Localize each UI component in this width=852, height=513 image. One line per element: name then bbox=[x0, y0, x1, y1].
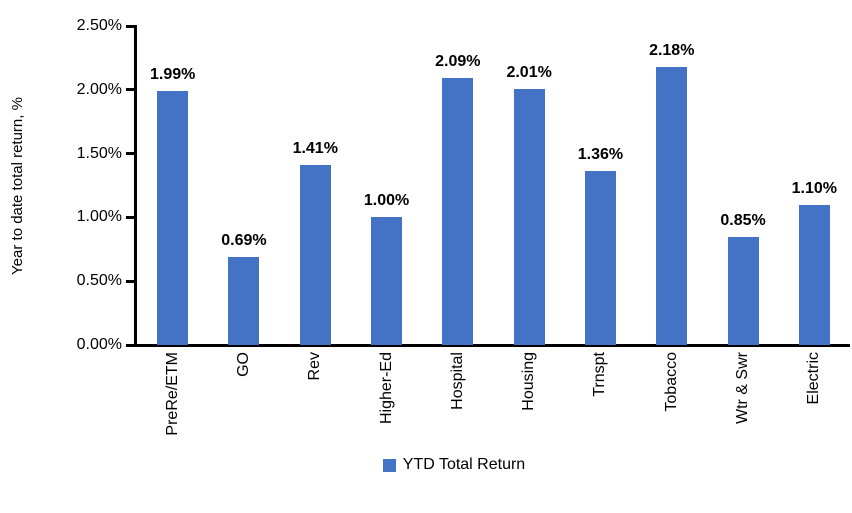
x-category-label: Rev bbox=[306, 352, 324, 381]
y-tick-label: 1.00% bbox=[76, 208, 122, 226]
bar-value-label: 0.69% bbox=[221, 232, 267, 249]
bar-value-label: 2.01% bbox=[506, 64, 552, 81]
x-category-label: GO bbox=[234, 352, 252, 377]
bar-tobacco bbox=[656, 67, 688, 345]
bar-value-label: 0.85% bbox=[720, 212, 766, 229]
legend-entry: YTD Total Return bbox=[382, 456, 526, 474]
bar-wtr-swr bbox=[727, 237, 759, 345]
y-tick-label: 2.00% bbox=[76, 80, 122, 98]
y-axis-title: Year to date total return, % bbox=[9, 97, 26, 275]
y-tick-mark bbox=[126, 88, 135, 92]
y-tick-label: 0.50% bbox=[76, 272, 122, 290]
y-tick-label: 0.00% bbox=[76, 336, 122, 353]
y-tick-mark bbox=[126, 215, 135, 219]
bar-hospital bbox=[442, 78, 474, 345]
x-category-label: Wtr & Swr bbox=[734, 352, 752, 424]
plot-area: 1.99% 0.69% 1.41% 1.00% 2.09% 2.01% 1.36% 2.18%… bbox=[137, 26, 850, 345]
bar-higher-ed bbox=[371, 217, 403, 345]
x-category-label: PreRe/ETM bbox=[163, 352, 181, 436]
legend: YTD Total Return bbox=[0, 456, 852, 474]
bar-rev bbox=[299, 165, 331, 345]
legend-swatch-icon bbox=[382, 458, 396, 472]
x-category-label: Hospital bbox=[448, 352, 466, 410]
y-tick-mark bbox=[126, 24, 135, 28]
x-category-label: Tobacco bbox=[662, 352, 680, 412]
bar-value-label: 1.00% bbox=[363, 192, 410, 209]
x-category-label: Electric bbox=[805, 352, 823, 405]
bar-value-label: 1.36% bbox=[577, 146, 624, 163]
bar-housing bbox=[513, 89, 545, 345]
bar-value-label: 1.10% bbox=[791, 180, 838, 197]
bar-value-label: 1.41% bbox=[292, 140, 338, 157]
bar-value-label: 2.09% bbox=[435, 53, 481, 70]
y-tick-label: 2.50% bbox=[76, 17, 122, 34]
x-category-label: Housing bbox=[520, 352, 538, 411]
y-tick-label: 1.50% bbox=[76, 144, 122, 162]
x-axis-line bbox=[126, 344, 850, 347]
legend-label: YTD Total Return bbox=[402, 456, 526, 473]
bar-value-label: 2.18% bbox=[649, 42, 695, 59]
bar-go bbox=[228, 257, 260, 345]
bar-value-label: 1.99% bbox=[149, 66, 196, 83]
y-tick-mark bbox=[126, 152, 135, 156]
y-tick-mark bbox=[126, 279, 135, 283]
y-tick-mark bbox=[126, 343, 135, 347]
x-category-label: Trnspt bbox=[591, 352, 609, 397]
bar-electric bbox=[798, 205, 830, 345]
x-category-label: Higher-Ed bbox=[377, 352, 395, 425]
bar-trnspt bbox=[584, 171, 616, 345]
y-axis-line bbox=[134, 25, 137, 346]
bar-prere-etm bbox=[157, 91, 189, 345]
